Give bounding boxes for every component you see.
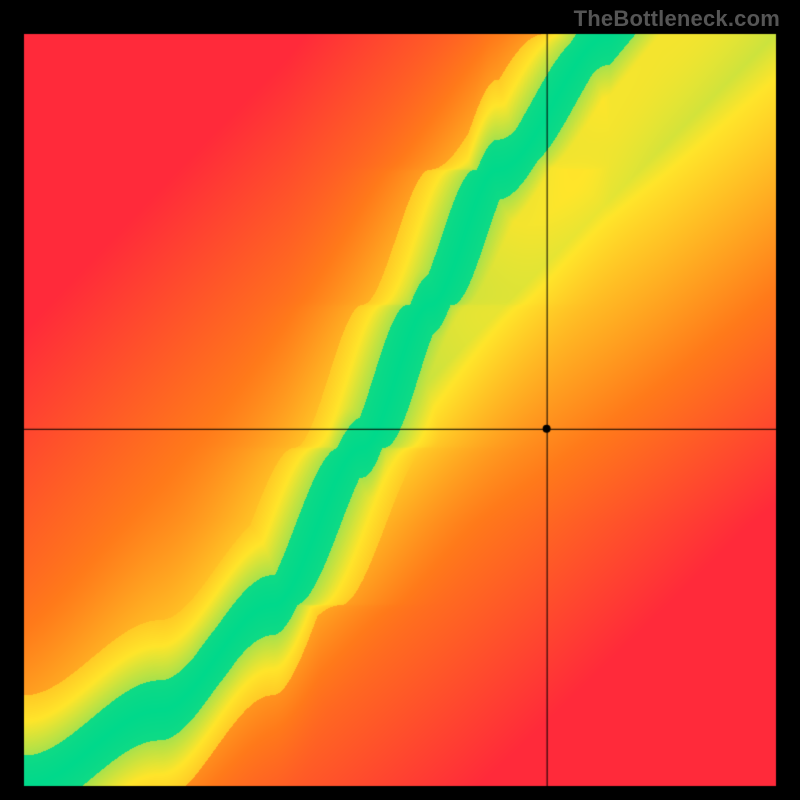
watermark-text: TheBottleneck.com — [574, 6, 780, 32]
chart-container: TheBottleneck.com — [0, 0, 800, 800]
bottleneck-heatmap — [20, 30, 780, 790]
